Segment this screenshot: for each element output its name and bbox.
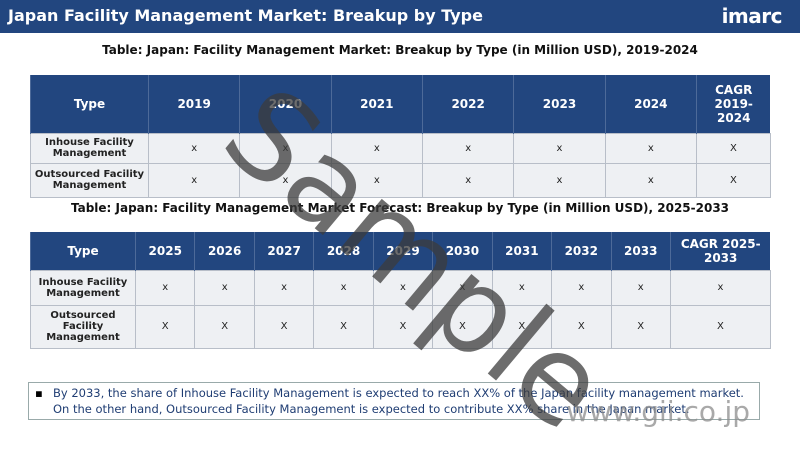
cell: x — [421, 162, 515, 198]
cell: x — [253, 269, 315, 306]
cell: X — [610, 304, 671, 349]
cell: X — [313, 304, 374, 349]
header-row: Type 2019 2020 2021 2022 2023 2024 CAGR 2019-20… — [30, 75, 771, 133]
column-header: 2026 — [194, 232, 255, 270]
cell: X — [134, 304, 196, 349]
cell: x — [491, 269, 553, 306]
column-header: 2023 — [513, 75, 606, 133]
cell: Outsourced Facility Management — [30, 162, 149, 198]
cell: x — [551, 269, 612, 306]
column-header: CAGR 2025-2033 — [669, 232, 771, 270]
header-bar: Japan Facility Management Market: Breaku… — [0, 0, 800, 33]
cell: X — [372, 304, 434, 349]
column-header: 2028 — [313, 232, 374, 270]
column-header: 2033 — [610, 232, 671, 270]
column-header: 2025 — [134, 232, 195, 270]
site-watermark: www.gii.co.jp — [566, 395, 750, 428]
column-header: CAGR 2019-2024 — [695, 75, 771, 133]
column-header: 2031 — [491, 232, 552, 270]
cell: X — [253, 304, 315, 349]
cell: x — [669, 269, 771, 306]
cell: X — [194, 304, 255, 349]
column-header: 2024 — [604, 75, 697, 133]
cell: X — [491, 304, 553, 349]
cell: x — [372, 269, 434, 306]
cell: x — [513, 132, 606, 164]
column-header: 2030 — [432, 232, 493, 270]
cell: Inhouse Facility Management — [30, 132, 149, 164]
cell: x — [330, 132, 423, 164]
column-header: 2029 — [372, 232, 433, 270]
cell: x — [313, 269, 374, 306]
logo: imarc — [721, 4, 783, 28]
cell: x — [239, 162, 332, 198]
cell: Outsourced Facility Management — [30, 304, 136, 349]
cell: x — [147, 162, 241, 198]
column-header: 2032 — [551, 232, 611, 270]
note-box: ▪ By 2033, the share of Inhouse Facility… — [28, 382, 760, 420]
cell: x — [432, 269, 493, 306]
row: Inhouse Facility Management x x x x x x x x x x — [30, 269, 771, 306]
cell: x — [604, 132, 697, 164]
table-caption: Table: Japan: Facility Management Market… — [70, 201, 730, 215]
cell: x — [134, 269, 196, 306]
cell: x — [147, 132, 241, 164]
column-header: 2027 — [253, 232, 314, 270]
bullet: ▪ — [35, 386, 43, 400]
cell: x — [330, 162, 423, 198]
header-row: Type 2025 2026 2027 2028 2029 2030 2031 2032 2033… — [30, 232, 771, 270]
note-text: By 2033, the share of Inhouse Facility M… — [53, 386, 744, 416]
column-header: Type — [30, 75, 149, 133]
cell: X — [551, 304, 612, 349]
cell: X — [432, 304, 493, 349]
cell: x — [239, 132, 332, 164]
row: Outsourced Facility Management x x x x x x X — [30, 162, 771, 198]
column-header: 2019 — [147, 75, 240, 133]
row: Outsourced Facility Management X X X X X X X X X X — [30, 304, 771, 349]
cell: X — [669, 304, 771, 349]
cell: x — [604, 162, 697, 198]
column-header: Type — [30, 232, 136, 270]
cell: Inhouse Facility Management — [30, 269, 136, 306]
title: Japan Facility Management Market: Breaku… — [8, 6, 483, 25]
column-header: 2022 — [421, 75, 514, 133]
column-header: 2021 — [330, 75, 423, 133]
cell: x — [194, 269, 255, 306]
table: Type 2019 2020 2021 2022 2023 2024 CAGR 2019-20… — [30, 75, 771, 198]
row: Inhouse Facility Management x x x x x x X — [30, 132, 771, 164]
table: Type 2025 2026 2027 2028 2029 2030 2031 2032 2033… — [30, 232, 771, 349]
cell: x — [610, 269, 671, 306]
cell: x — [421, 132, 515, 164]
table-caption: Table: Japan: Facility Management Market… — [102, 43, 698, 57]
cell: X — [695, 162, 771, 198]
column-header: 2020 — [239, 75, 332, 133]
cell: X — [695, 132, 771, 164]
cell: x — [513, 162, 606, 198]
